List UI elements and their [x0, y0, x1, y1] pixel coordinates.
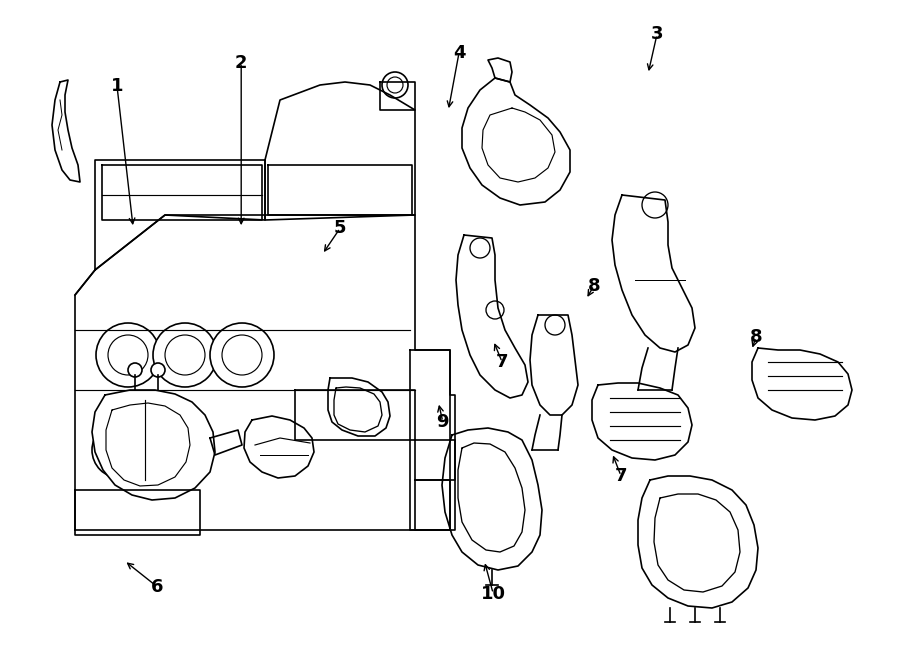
- Polygon shape: [52, 80, 80, 182]
- Circle shape: [108, 335, 148, 375]
- Text: 1: 1: [111, 77, 123, 95]
- Polygon shape: [265, 82, 415, 220]
- Polygon shape: [654, 494, 740, 592]
- Circle shape: [103, 433, 137, 467]
- Polygon shape: [75, 490, 200, 535]
- Text: 7: 7: [615, 467, 627, 485]
- Circle shape: [545, 315, 565, 335]
- Circle shape: [165, 335, 205, 375]
- Circle shape: [210, 323, 274, 387]
- Text: 8: 8: [588, 276, 600, 295]
- Polygon shape: [210, 430, 242, 455]
- Circle shape: [486, 301, 504, 319]
- Polygon shape: [488, 58, 512, 82]
- Polygon shape: [75, 215, 450, 530]
- Text: 4: 4: [453, 44, 465, 62]
- Circle shape: [382, 72, 408, 98]
- Polygon shape: [102, 165, 262, 220]
- Polygon shape: [638, 476, 758, 608]
- Polygon shape: [334, 387, 382, 432]
- Polygon shape: [530, 315, 578, 415]
- Polygon shape: [244, 416, 314, 478]
- Polygon shape: [328, 378, 390, 436]
- Polygon shape: [592, 383, 692, 460]
- Text: 2: 2: [235, 54, 248, 72]
- Polygon shape: [380, 82, 415, 110]
- Text: 6: 6: [151, 578, 164, 596]
- Polygon shape: [106, 403, 190, 486]
- Circle shape: [642, 192, 668, 218]
- Circle shape: [151, 363, 165, 377]
- Circle shape: [387, 77, 403, 93]
- Circle shape: [470, 238, 490, 258]
- Text: 7: 7: [496, 353, 508, 371]
- Polygon shape: [95, 160, 265, 270]
- Text: 9: 9: [436, 412, 449, 431]
- Polygon shape: [462, 78, 570, 205]
- Polygon shape: [458, 443, 525, 552]
- Polygon shape: [415, 440, 455, 480]
- Circle shape: [222, 335, 262, 375]
- Circle shape: [92, 422, 148, 478]
- Polygon shape: [442, 428, 542, 570]
- Text: 5: 5: [334, 219, 346, 237]
- Polygon shape: [415, 480, 450, 530]
- Polygon shape: [482, 108, 555, 182]
- Polygon shape: [410, 350, 455, 530]
- Text: 3: 3: [651, 25, 663, 44]
- Text: 10: 10: [481, 584, 506, 603]
- Polygon shape: [612, 195, 695, 352]
- Polygon shape: [268, 165, 412, 215]
- Text: 8: 8: [750, 328, 762, 346]
- Polygon shape: [295, 390, 415, 440]
- Polygon shape: [456, 235, 528, 398]
- Circle shape: [128, 363, 142, 377]
- Circle shape: [96, 323, 160, 387]
- Circle shape: [153, 323, 217, 387]
- Polygon shape: [752, 348, 852, 420]
- Polygon shape: [92, 390, 215, 500]
